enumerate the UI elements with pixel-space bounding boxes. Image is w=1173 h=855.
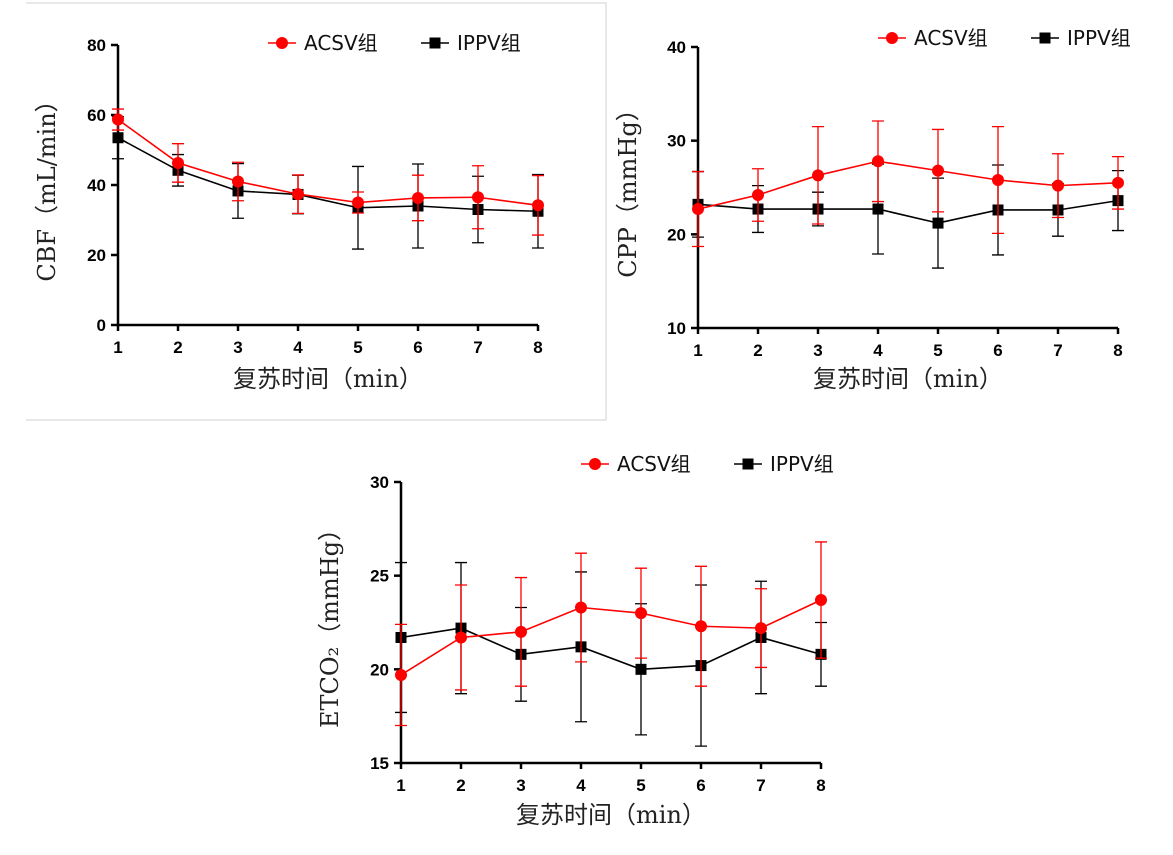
y-tick-label: 40 bbox=[87, 176, 106, 195]
legend-label-1: IPPV组 bbox=[1067, 26, 1131, 50]
x-axis-title: 复苏时间（min） bbox=[516, 801, 706, 829]
y-tick-label: 15 bbox=[370, 754, 389, 773]
etco2-acsv-point bbox=[515, 625, 527, 638]
cpp-chart-panel: 1 2 3 4 5 6 7 8 10 20 30 40 复苏时间（min） CPP（mmHg） ACSV组 I… bbox=[614, 26, 1131, 393]
etco2-acsv-point bbox=[815, 594, 827, 607]
y-tick-label: 20 bbox=[87, 246, 106, 265]
x-tick-label: 7 bbox=[473, 338, 482, 357]
x-tick-label: 8 bbox=[1113, 341, 1122, 360]
legend-marker-1 bbox=[742, 458, 754, 470]
cpp-ippv-point bbox=[872, 203, 884, 215]
x-tick-label: 3 bbox=[516, 776, 525, 795]
cbf-ippv-line bbox=[117, 137, 539, 213]
etco2-acsv-point bbox=[635, 607, 647, 620]
cpp-ippv-line bbox=[697, 199, 1119, 224]
cbf-acsv-point bbox=[352, 196, 364, 209]
cpp-acsv-point bbox=[692, 203, 704, 216]
legend-label-1: IPPV组 bbox=[457, 31, 521, 55]
legend-marker-1 bbox=[429, 37, 441, 49]
etco2-acsv-point bbox=[575, 601, 587, 614]
x-tick-label: 6 bbox=[696, 776, 705, 795]
x-tick-label: 8 bbox=[816, 776, 825, 795]
y-tick-label: 60 bbox=[87, 106, 106, 125]
cpp-acsv-point bbox=[812, 169, 824, 182]
x-tick-label: 4 bbox=[293, 338, 303, 357]
etco2-ippv-point bbox=[635, 663, 647, 675]
y-tick-label: 40 bbox=[667, 38, 686, 57]
x-tick-label: 4 bbox=[873, 341, 883, 360]
etco2-acsv-point bbox=[455, 631, 467, 644]
x-tick-label: 5 bbox=[933, 341, 942, 360]
legend-label-0: ACSV组 bbox=[617, 452, 691, 476]
cbf-acsv-point bbox=[292, 188, 304, 201]
x-tick-label: 7 bbox=[1053, 341, 1062, 360]
cpp-ippv-point bbox=[932, 217, 944, 229]
legend-marker-1 bbox=[1039, 32, 1051, 44]
y-tick-label: 0 bbox=[97, 316, 106, 335]
x-tick-label: 5 bbox=[636, 776, 645, 795]
cpp-acsv-line bbox=[697, 160, 1119, 210]
y-tick-label: 20 bbox=[667, 225, 686, 244]
x-tick-label: 1 bbox=[113, 338, 122, 357]
cpp-acsv-point bbox=[992, 174, 1004, 187]
cbf-acsv-point bbox=[532, 199, 544, 212]
etco2-acsv-point bbox=[755, 622, 767, 635]
x-tick-label: 3 bbox=[233, 338, 242, 357]
cpp-acsv-point bbox=[932, 164, 944, 177]
etco2-acsv-point bbox=[695, 620, 707, 633]
cpp-acsv-point bbox=[1052, 179, 1064, 192]
x-tick-label: 8 bbox=[533, 338, 542, 357]
cbf-acsv-point bbox=[412, 191, 424, 204]
cbf-acsv-point bbox=[232, 175, 244, 188]
y-axis-title: ETCO₂（mmHg） bbox=[316, 517, 344, 728]
x-tick-label: 6 bbox=[413, 338, 422, 357]
legend-label-1: IPPV组 bbox=[770, 452, 834, 476]
x-tick-label: 4 bbox=[576, 776, 586, 795]
legend-label-0: ACSV组 bbox=[914, 26, 988, 50]
cbf-acsv-point bbox=[472, 191, 484, 204]
y-axis-title: CPP（mmHg） bbox=[614, 97, 642, 277]
cbf-ippv-point bbox=[112, 132, 124, 144]
y-tick-label: 30 bbox=[370, 473, 389, 492]
x-tick-label: 7 bbox=[756, 776, 765, 795]
panel-frame bbox=[26, 2, 607, 421]
cbf-chart-panel: 1 2 3 4 5 6 7 8020406080复苏时间（min）CBF（mL/min）ACS… bbox=[26, 2, 607, 421]
x-tick-label: 1 bbox=[396, 776, 405, 795]
x-tick-label: 2 bbox=[173, 338, 182, 357]
cbf-acsv-point bbox=[112, 113, 124, 126]
y-tick-label: 10 bbox=[667, 319, 686, 338]
x-tick-label: 3 bbox=[813, 341, 822, 360]
x-tick-label: 2 bbox=[456, 776, 465, 795]
y-tick-label: 20 bbox=[370, 660, 389, 679]
x-tick-label: 2 bbox=[753, 341, 762, 360]
cbf-acsv-point bbox=[172, 156, 184, 169]
etco2-ippv-line bbox=[400, 627, 822, 671]
x-axis-title: 复苏时间（min） bbox=[813, 365, 1003, 393]
cbf-acsv-line bbox=[117, 118, 539, 207]
x-tick-label: 5 bbox=[353, 338, 362, 357]
legend-marker-0 bbox=[276, 37, 288, 49]
y-tick-label: 30 bbox=[667, 132, 686, 151]
etco2-acsv-point bbox=[395, 668, 407, 681]
etco2-acsv-line bbox=[400, 599, 822, 676]
legend-marker-0 bbox=[886, 32, 898, 44]
y-tick-label: 80 bbox=[87, 36, 106, 55]
cpp-acsv-point bbox=[1112, 176, 1124, 189]
y-tick-label: 25 bbox=[370, 567, 389, 586]
etco2-chart-panel: 1 2 3 4 5 6 7 8 15 20 25 30 复苏时间（min） ETCO₂（mmHg） ACSV… bbox=[316, 452, 834, 829]
legend-marker-0 bbox=[589, 458, 601, 470]
cpp-acsv-point bbox=[872, 155, 884, 168]
y-axis-title: CBF（mL/min） bbox=[33, 88, 61, 281]
x-tick-label: 6 bbox=[993, 341, 1002, 360]
x-axis-title: 复苏时间（min） bbox=[233, 365, 423, 393]
legend-label-0: ACSV组 bbox=[304, 31, 378, 55]
cpp-acsv-point bbox=[752, 188, 764, 201]
x-tick-label: 1 bbox=[693, 341, 702, 360]
